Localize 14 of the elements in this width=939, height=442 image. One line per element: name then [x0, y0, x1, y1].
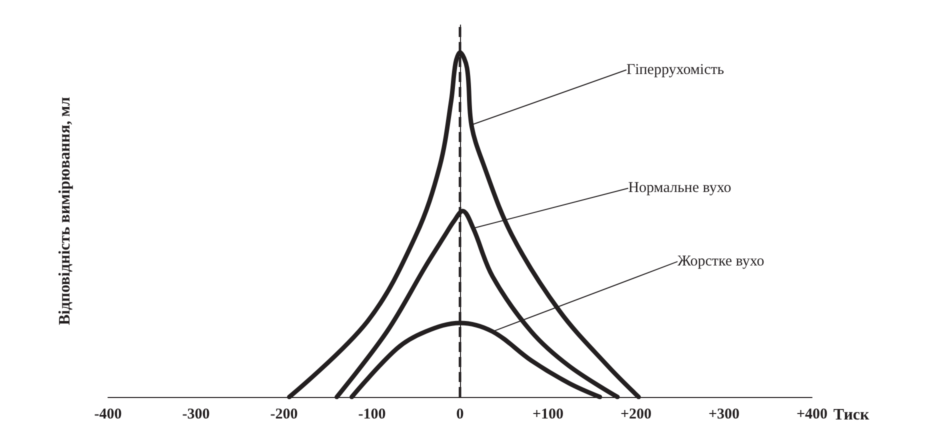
x-tick-label: +400	[796, 406, 828, 422]
x-tick-label: -300	[182, 406, 210, 422]
text: Жорстке вухо	[678, 254, 764, 270]
x-axis-title: Тиск	[833, 406, 870, 424]
x-tick-label: 0	[456, 406, 464, 422]
x-tick-label: +100	[532, 406, 564, 422]
text: Нормальне вухо	[628, 180, 732, 196]
x-tick-label: -100	[358, 406, 386, 422]
y-axis-title: Відповідність вимірювання, мл	[56, 96, 74, 326]
x-tick-label: +200	[620, 406, 652, 422]
x-tick-label: +300	[708, 406, 740, 422]
text: Гіперрухомість	[626, 62, 724, 78]
x-tick-label: -200	[270, 406, 298, 422]
x-tick-label: -400	[94, 406, 122, 422]
